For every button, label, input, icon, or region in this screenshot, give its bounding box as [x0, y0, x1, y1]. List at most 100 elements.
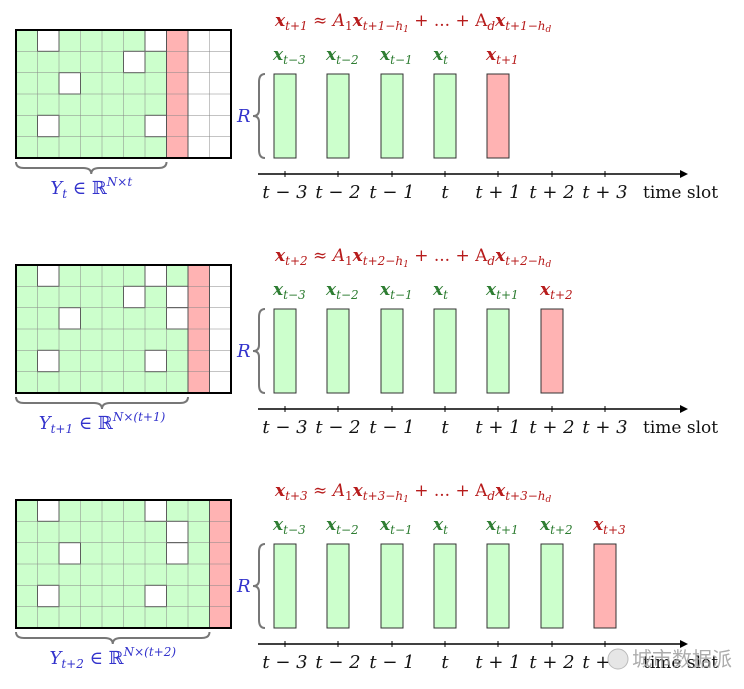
eq-sub: 1 [345, 254, 353, 268]
missing-cell [166, 307, 189, 330]
vector-label-sub: t−3 [283, 53, 306, 67]
vector-label-sub: t [443, 523, 448, 537]
time-axis-label: time slot [643, 653, 718, 673]
vector-label-sub: t+1 [496, 523, 519, 537]
missing-cell [58, 307, 81, 330]
eq-subsub: 1 [403, 25, 409, 35]
missing-cell [37, 349, 60, 373]
missing-cell [123, 50, 146, 74]
time-tick-label: t − 1 [369, 182, 414, 203]
history-vector [273, 73, 297, 159]
vector-label: xt+2 [539, 515, 573, 537]
eq-sub: 1 [345, 489, 353, 503]
vector-label-x: x [432, 515, 444, 535]
vector-label-x: x [485, 515, 497, 535]
matrix-border [15, 264, 232, 394]
history-vector [273, 543, 297, 629]
eq-x: x [274, 11, 286, 31]
vector-label-sub: t−3 [283, 523, 306, 537]
missing-cell [144, 349, 167, 373]
eq-subsub: 1 [403, 260, 409, 270]
vector-label-sub: t−2 [336, 523, 359, 537]
matrix-label-name: Y [39, 413, 53, 434]
history-vector [486, 308, 510, 394]
eq-x: x [352, 481, 364, 501]
eq-sub: t+1−h [363, 19, 403, 33]
missing-cell [144, 584, 167, 608]
eq-x: x [274, 246, 286, 266]
r-label: R [236, 341, 251, 362]
eq-sub: t+3−h [363, 489, 403, 503]
time-tick-label: t + 2 [529, 182, 574, 203]
time-tick-label: t + 3 [582, 417, 627, 438]
time-tick-label: t − 3 [262, 652, 307, 673]
vector-label-x: x [379, 280, 391, 300]
vector-label-x: x [379, 45, 391, 65]
vector-label: xt−3 [272, 45, 306, 67]
time-tick-label: t − 1 [369, 652, 414, 673]
matrix-label: Yt ∈ ℝN×t [50, 175, 132, 201]
vector-label-sub: t [443, 288, 448, 302]
vector-label: xt+1 [485, 280, 519, 302]
eq-x: x [352, 11, 364, 31]
time-tick-label: t − 2 [315, 417, 360, 438]
eq-subsub: d [546, 25, 552, 35]
matrix-underbrace [15, 396, 189, 410]
vector-label-sub: t+2 [550, 523, 573, 537]
matrix-label-sup: N×t [106, 175, 133, 189]
eq-sub: d [487, 489, 495, 503]
target-vector [486, 73, 510, 159]
matrix-border [15, 499, 232, 629]
time-tick-label: t + 1 [475, 417, 520, 438]
vector-label: xt−3 [272, 280, 306, 302]
vector-label: xt−2 [325, 280, 359, 302]
eq-sub: t+2−h [363, 254, 403, 268]
eq-x: x [494, 246, 506, 266]
history-vector [326, 73, 350, 159]
equation: xt+1 ≈ A1xt+1−h1 + ... + Adxt+1−hd [274, 11, 552, 35]
history-vector [540, 543, 564, 629]
missing-cell [166, 542, 189, 565]
vector-label-sub: t−2 [336, 288, 359, 302]
vector-label-sub: t+1 [496, 53, 519, 67]
eq-sub: t+2−h [505, 254, 545, 268]
r-brace [252, 543, 266, 629]
vector-label: xt [432, 45, 448, 67]
matrix-underbrace [15, 161, 168, 175]
missing-cell [123, 285, 146, 309]
vector-label-x: x [272, 280, 284, 300]
r-label: R [236, 576, 251, 597]
vector-label-sub: t−1 [390, 288, 413, 302]
vector-label-x: x [432, 280, 444, 300]
matrix-label-sub: t [62, 187, 67, 201]
vector-label: xt−1 [379, 45, 413, 67]
vector-label-sub: t−1 [390, 523, 413, 537]
missing-cell [144, 264, 167, 287]
missing-cell [166, 520, 189, 544]
matrix-label-sub: t+1 [51, 422, 74, 436]
eq-x: x [494, 481, 506, 501]
eq-op: ≈ A [308, 11, 345, 31]
r-label: R [236, 106, 251, 127]
matrix-underbrace [15, 631, 211, 645]
vector-label: xt [432, 280, 448, 302]
vector-label-x: x [592, 515, 604, 535]
missing-cell [37, 114, 60, 138]
vector-label-sub: t−3 [283, 288, 306, 302]
missing-cell [144, 114, 167, 138]
history-vector [486, 543, 510, 629]
matrix-label-name: Y [49, 648, 63, 669]
vector-label: xt+1 [485, 515, 519, 537]
eq-sub: d [487, 19, 495, 33]
vector-label: xt+3 [592, 515, 626, 537]
vector-label: xt−2 [325, 515, 359, 537]
eq-sub: t+3−h [505, 489, 545, 503]
time-tick-label: t + 2 [529, 417, 574, 438]
time-tick-label: t + 1 [475, 182, 520, 203]
vector-label-x: x [539, 280, 551, 300]
eq-x: x [274, 481, 286, 501]
eq-op: + ... + A [409, 11, 488, 31]
eq-op: ≈ A [308, 246, 345, 266]
vector-label: xt−2 [325, 45, 359, 67]
r-brace [252, 73, 266, 159]
